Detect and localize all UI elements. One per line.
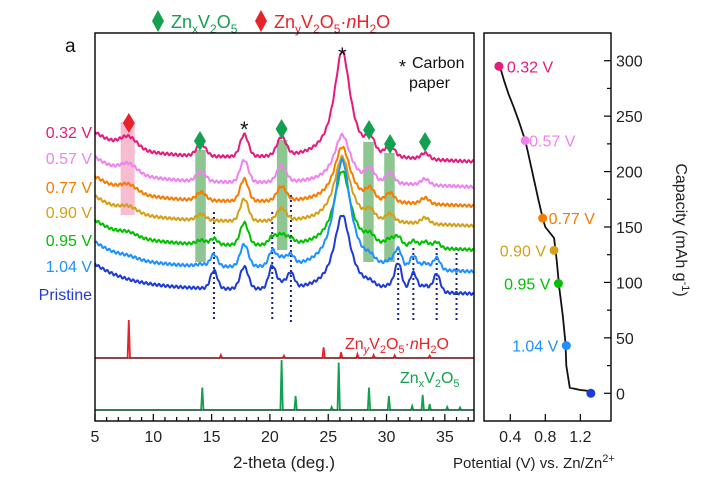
capacity-point-label: 0.57 V [529,134,576,151]
series-label: 0.57 V [46,151,93,168]
shaded-band [120,122,135,215]
zn-x-diamond-icon [152,10,164,32]
legend-zn-x: ZnxV2O5 [171,12,238,36]
left-x-tick-label: 15 [203,429,221,446]
right-x-tick-label: 1.2 [569,429,591,446]
right-y-ticks: 0 50 100 150 200 250 300 [604,54,643,403]
right-y-tick-label: 250 [616,109,643,126]
series-label: 0.32 V [46,125,93,142]
shaded-band [363,142,374,262]
shaded-band [384,153,395,262]
series-label: 1.04 V [46,259,93,276]
carbon-label-line1: Carbon [412,55,464,72]
peak-diamond-icon [363,120,376,140]
right-y-tick-label: 150 [616,220,643,237]
series-labels: 0.32 V 0.57 V 0.77 V 0.90 V 0.95 V 1.04 V Pris… [39,125,93,304]
right-x-tick-label: 0.8 [534,429,556,446]
left-x-tick-label: 25 [319,429,337,446]
peak-diamond-icon [122,113,135,133]
shaded-bands [120,122,395,262]
capacity-point [538,213,548,223]
legend-zn-y: ZnyV2O5·nH2O [274,12,390,36]
xrd-curve [94,157,475,274]
capacity-point [586,388,596,398]
series-label: 0.90 V [46,205,93,222]
capacity-point-label: 0.32 V [507,59,554,76]
right-x-ticks: 0.4 0.8 1.2 [499,414,592,446]
shaded-band [276,140,288,250]
right-y-tick-label: 100 [616,275,643,292]
capacity-point-label: 0.90 V [500,243,547,260]
left-x-tick-label: 5 [91,429,100,446]
right-y-tick-label: 0 [616,386,625,403]
left-x-tick-label: 35 [436,429,454,446]
ref-label-zn-x: ZnxV2O5 [400,370,460,390]
capacity-point-label: 0.95 V [504,277,551,294]
capacity-point [549,245,559,255]
reference-patterns [95,319,474,411]
peak-marks: ** [122,43,432,154]
ref-label-zn-y: ZnyV2O5·nH2O [345,336,449,356]
series-label: 0.95 V [46,233,93,250]
reference-pattern [95,319,474,359]
xrd-curve [94,132,474,189]
left-frame [94,32,475,422]
capacity-points: 0.32 V 0.57 V 0.77 V0.90 V 0.95 V 1.04 V [494,59,596,398]
peak-diamond-icon [419,132,432,152]
left-x-tick-label: 20 [261,429,279,446]
panel-label: a [65,36,76,57]
carbon-peak-star: * [240,117,249,142]
xrd-panel: ** 5 10 15 20 25 30 35 2-theta (deg.) * Carbon… [91,32,475,472]
carbon-label-line2: paper [409,75,451,92]
right-y-tick-label: 200 [616,165,643,182]
capacity-point [553,279,563,289]
peak-diamond-icon [193,131,206,151]
xrd-curves [94,50,475,297]
capacity-point [561,341,571,351]
shaded-band [195,150,206,262]
capacity-point [494,61,504,71]
right-y-tick-label: 300 [616,54,643,71]
xrd-curve [94,50,474,164]
top-legend: ZnxV2O5 ZnyV2O5·nH2O [152,10,390,36]
carbon-peak-star: * [338,43,347,68]
xrd-curve [94,214,475,297]
capacity-panel: 0 50 100 150 200 250 300 0.4 0.8 1.2 0.32 V 0.57 … [453,32,691,472]
left-x-tick-label: 30 [378,429,396,446]
xrd-curve [94,154,474,228]
xrd-curve [94,170,474,253]
capacity-point [520,136,530,146]
right-y-tick-label: 50 [616,331,634,348]
left-x-ticks: 5 10 15 20 25 30 35 [91,414,469,446]
left-x-axis-title: 2-theta (deg.) [233,453,335,472]
zn-y-diamond-icon [255,10,267,32]
series-label: 0.77 V [46,180,93,197]
xrd-curve [94,145,474,208]
carbon-star: * [399,57,406,77]
right-x-tick-label: 0.4 [499,429,521,446]
capacity-point-label: 0.77 V [549,211,596,228]
right-x-axis-title: Potential (V) vs. Zn/Zn2+ [453,453,615,472]
peak-diamond-icon [384,134,397,154]
peak-diamond-icon [275,119,288,139]
capacity-point-label: 1.04 V [512,339,559,356]
series-label: Pristine [39,287,92,304]
right-y-axis-title: Capacity (mAh g-1) [672,163,691,296]
left-x-tick-label: 10 [144,429,162,446]
